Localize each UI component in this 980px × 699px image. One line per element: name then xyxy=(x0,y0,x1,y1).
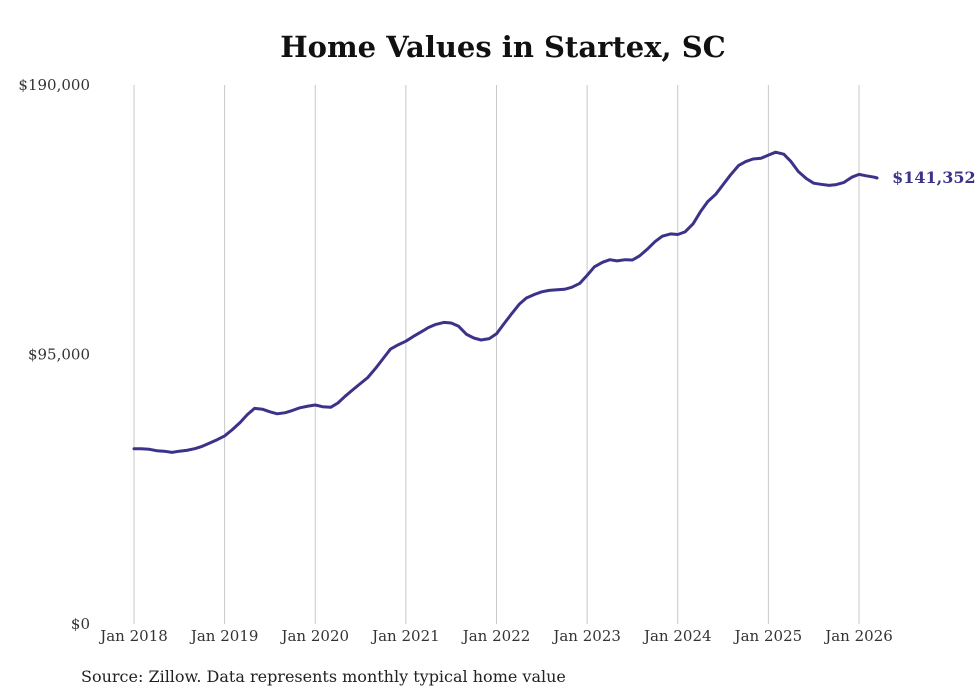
x-tick-label: Jan 2024 xyxy=(642,627,712,645)
x-tick-label: Jan 2022 xyxy=(461,627,531,645)
x-tick-label: Jan 2018 xyxy=(98,627,168,645)
y-tick-label: $95,000 xyxy=(28,346,90,364)
x-tick-label: Jan 2019 xyxy=(189,627,259,645)
x-tick-label: Jan 2020 xyxy=(279,627,349,645)
x-axis-ticks: Jan 2018 Jan 2019 Jan 2020 Jan 2021 Jan 2022… xyxy=(98,627,893,645)
x-tick-label: Jan 2026 xyxy=(823,627,893,645)
end-value-label: $141,352 xyxy=(892,168,976,187)
x-tick-label: Jan 2025 xyxy=(733,627,803,645)
line-chart: $0$95,000$190,000 Jan 2018 Jan 2019 Jan 20… xyxy=(0,0,980,699)
y-tick-label: $0 xyxy=(71,615,90,633)
series-layer: $141,352 xyxy=(134,152,976,452)
y-tick-label: $190,000 xyxy=(18,76,90,94)
source-note: Source: Zillow. Data represents monthly … xyxy=(81,667,566,686)
x-tick-label: Jan 2023 xyxy=(551,627,621,645)
grid-lines xyxy=(134,85,859,624)
x-tick-label: Jan 2021 xyxy=(370,627,440,645)
y-axis-ticks: $0 $95,000 $190,000 xyxy=(18,76,90,633)
series-line-0 xyxy=(134,152,877,452)
